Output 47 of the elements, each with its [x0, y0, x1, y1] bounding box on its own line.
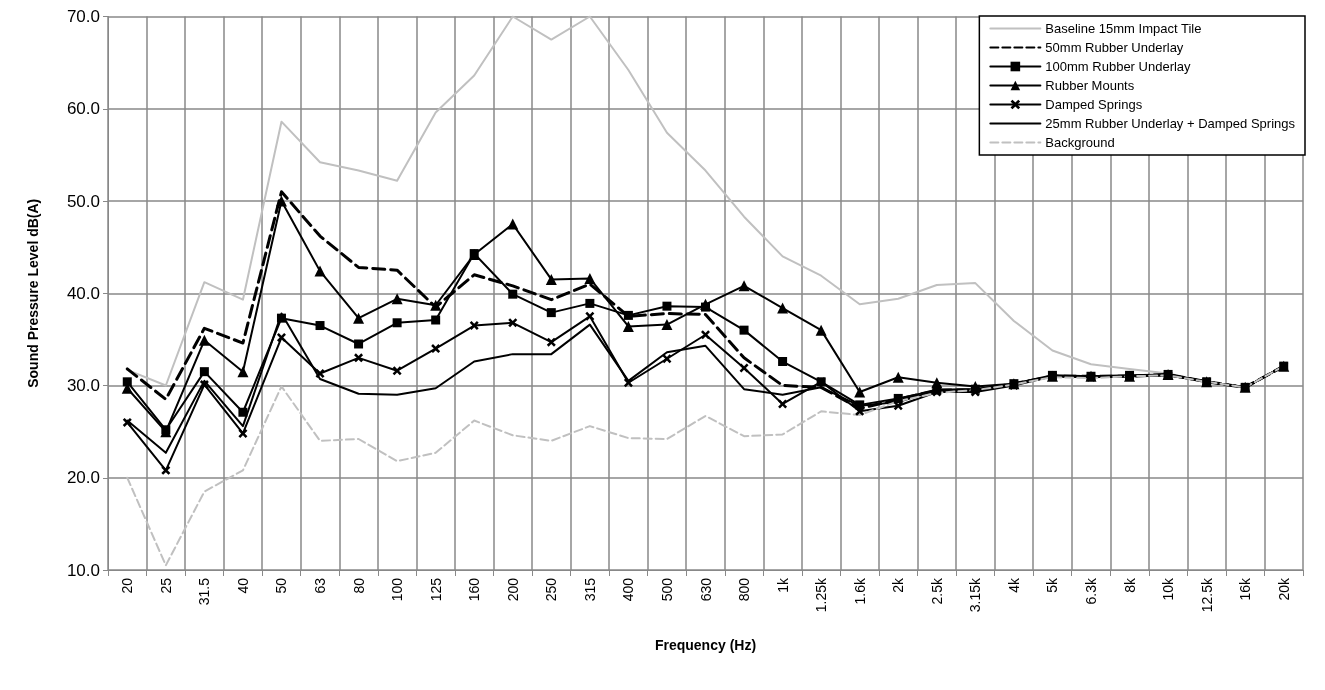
x-tick-label: 630	[697, 577, 714, 602]
x-axis-title: Frequency (Hz)	[654, 637, 757, 653]
y-axis-title: Sound Pressure Level dB(A)	[25, 198, 41, 388]
x-tick-label: 80	[350, 577, 367, 594]
x-tick-label: 400	[620, 577, 637, 602]
x-tick-label: 10k	[1160, 577, 1177, 601]
x-tick-label: 250	[543, 577, 560, 602]
y-tick-label: 70.0	[66, 7, 100, 26]
y-tick-label: 10.0	[66, 560, 100, 580]
x-tick-label: 1k	[774, 577, 791, 593]
y-tick-label: 50.0	[66, 191, 100, 211]
y-tick-label: 40.0	[66, 283, 100, 303]
legend-label: 100mm Rubber Underlay	[1045, 59, 1192, 74]
x-tick-label: 315	[581, 577, 598, 602]
x-tick-label: 12.5k	[1198, 577, 1215, 613]
x-tick-label: 8k	[1121, 577, 1138, 593]
x-tick-label: 20k	[1275, 577, 1292, 601]
x-tick-label: 50	[273, 577, 290, 594]
x-tick-label: 125	[427, 577, 444, 602]
x-tick-label: 20	[119, 577, 136, 594]
x-tick-label: 500	[658, 577, 675, 602]
x-tick-label: 1.6k	[851, 577, 868, 605]
legend-label: Damped Springs	[1045, 97, 1143, 112]
x-tick-label: 6.3k	[1082, 577, 1099, 605]
y-tick-label: 60.0	[66, 99, 100, 119]
x-tick-label: 200	[504, 577, 521, 602]
x-tick-label: 2.5k	[928, 577, 945, 605]
y-tick-label: 30.0	[66, 376, 100, 395]
x-tick-label: 800	[736, 577, 753, 602]
x-tick-label: 25	[157, 577, 174, 594]
x-tick-label: 4k	[1005, 577, 1022, 593]
x-tick-label: 100	[389, 577, 406, 602]
x-tick-label: 63	[312, 577, 329, 594]
x-tick-label: 5k	[1044, 577, 1061, 593]
x-tick-label: 40	[234, 577, 251, 594]
x-tick-label: 2k	[890, 577, 907, 593]
x-tick-label: 16k	[1237, 577, 1254, 601]
legend-label: 25mm Rubber Underlay + Damped Springs	[1045, 116, 1296, 131]
y-tick-label: 20.0	[66, 468, 100, 488]
legend-label: 50mm Rubber Underlay	[1045, 40, 1184, 55]
x-tick-label: 31.5	[196, 577, 213, 606]
legend-label: Rubber Mounts	[1045, 78, 1135, 93]
x-tick-label: 1.25k	[813, 577, 830, 613]
x-tick-label: 3.15k	[967, 577, 984, 613]
legend-label: Baseline 15mm Impact Tile	[1045, 21, 1202, 36]
legend-label: Background	[1045, 135, 1115, 150]
x-tick-label: 160	[466, 577, 483, 602]
